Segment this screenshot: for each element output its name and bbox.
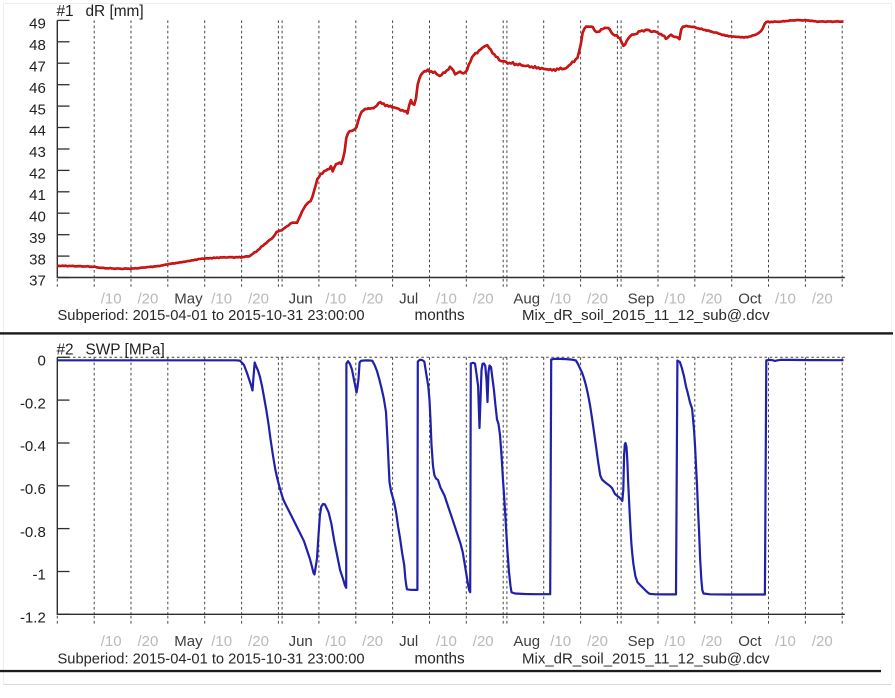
svg-text:/10: /10 (325, 290, 346, 307)
svg-text:months: months (415, 307, 466, 324)
svg-text:/20: /20 (812, 633, 833, 650)
svg-text:Oct: Oct (738, 290, 762, 307)
svg-text:-0.2: -0.2 (20, 395, 46, 412)
svg-text:45: 45 (29, 101, 46, 118)
svg-text:/10: /10 (436, 290, 457, 307)
svg-text:49: 49 (29, 16, 46, 33)
svg-text:SWP [MPa]: SWP [MPa] (86, 341, 165, 358)
svg-text:Sep: Sep (628, 633, 655, 650)
svg-text:months: months (415, 651, 466, 668)
svg-text:Oct: Oct (738, 633, 762, 650)
svg-text:37: 37 (29, 273, 46, 290)
svg-text:41: 41 (29, 187, 46, 204)
svg-text:Subperiod: 2015-04-01 to 2015-: Subperiod: 2015-04-01 to 2015-10-31 23:0… (58, 652, 365, 668)
svg-text:/10: /10 (550, 633, 571, 650)
svg-text:/20: /20 (587, 633, 608, 650)
svg-text:/20: /20 (362, 633, 383, 650)
svg-text:47: 47 (29, 59, 46, 76)
svg-text:Jul: Jul (399, 633, 418, 650)
svg-text:Aug: Aug (513, 290, 540, 307)
svg-text:46: 46 (29, 80, 46, 97)
svg-text:/20: /20 (701, 633, 722, 650)
svg-text:/20: /20 (473, 633, 494, 650)
svg-text:43: 43 (29, 144, 46, 161)
svg-text:Aug: Aug (513, 633, 540, 650)
svg-text:/10: /10 (665, 633, 686, 650)
svg-text:/10: /10 (775, 633, 796, 650)
svg-text:Mix_dR_soil_2015_11_12_sub@.dc: Mix_dR_soil_2015_11_12_sub@.dcv (522, 651, 770, 668)
svg-text:#2: #2 (57, 341, 74, 358)
svg-text:/20: /20 (587, 290, 608, 307)
svg-text:Sep: Sep (628, 290, 655, 307)
svg-text:42: 42 (29, 166, 46, 183)
svg-text:/20: /20 (138, 290, 159, 307)
svg-text:Subperiod: 2015-04-01 to 2015-: Subperiod: 2015-04-01 to 2015-10-31 23:0… (58, 308, 365, 324)
svg-text:May: May (174, 290, 203, 307)
svg-text:-1.2: -1.2 (20, 610, 46, 627)
svg-text:-0.4: -0.4 (20, 438, 46, 455)
svg-text:/20: /20 (138, 633, 159, 650)
svg-text:/10: /10 (325, 633, 346, 650)
svg-text:Mix_dR_soil_2015_11_12_sub@.dc: Mix_dR_soil_2015_11_12_sub@.dcv (522, 307, 770, 324)
svg-text:/20: /20 (362, 290, 383, 307)
svg-text:39: 39 (29, 230, 46, 247)
svg-text:/10: /10 (665, 290, 686, 307)
svg-text:/10: /10 (101, 633, 122, 650)
svg-text:/20: /20 (248, 633, 269, 650)
svg-text:-0.6: -0.6 (20, 481, 46, 498)
svg-text:/10: /10 (550, 290, 571, 307)
svg-text:48: 48 (29, 37, 46, 54)
svg-text:/10: /10 (775, 290, 796, 307)
svg-text:/20: /20 (701, 290, 722, 307)
svg-text:Jun: Jun (289, 290, 313, 307)
svg-text:44: 44 (29, 123, 46, 140)
svg-text:/20: /20 (473, 290, 494, 307)
svg-text:May: May (174, 633, 203, 650)
svg-text:-0.8: -0.8 (20, 524, 46, 541)
svg-text:/10: /10 (211, 633, 232, 650)
svg-text:#1: #1 (57, 3, 74, 20)
svg-text:0: 0 (37, 353, 45, 370)
svg-text:dR [mm]: dR [mm] (86, 3, 144, 20)
svg-text:/20: /20 (812, 290, 833, 307)
svg-text:/10: /10 (211, 290, 232, 307)
svg-text:/10: /10 (436, 633, 457, 650)
svg-text:38: 38 (29, 251, 46, 268)
svg-text:-1: -1 (32, 567, 45, 584)
svg-text:/20: /20 (248, 290, 269, 307)
svg-text:Jun: Jun (289, 633, 313, 650)
svg-text:Jul: Jul (399, 290, 418, 307)
svg-text:40: 40 (29, 208, 46, 225)
svg-text:/10: /10 (101, 290, 122, 307)
